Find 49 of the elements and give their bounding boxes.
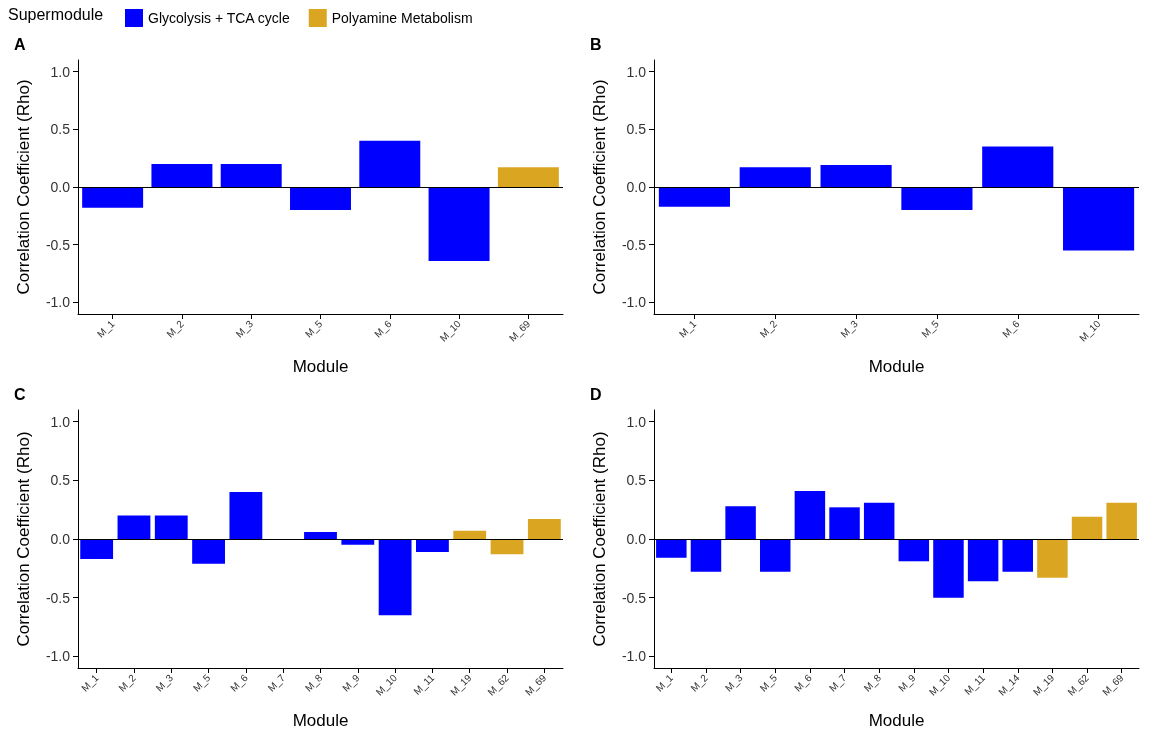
x-tick-label: M_6	[1000, 317, 1022, 340]
y-tick-label: -1.0	[45, 294, 71, 311]
y-tick-label: 0.5	[50, 472, 71, 489]
y-tick-label: 0.0	[626, 531, 647, 547]
y-tick-label: -0.5	[621, 589, 647, 606]
y-tick-label: -1.0	[45, 648, 71, 665]
y-tick-label: 1.0	[50, 413, 71, 430]
y-tick-label: 0.5	[50, 121, 71, 138]
y-tick-label: 0.0	[50, 531, 71, 547]
chart-title: B	[590, 35, 602, 53]
x-axis-title: Module	[868, 711, 925, 730]
x-tick-label: M_3	[838, 317, 861, 340]
x-tick-label: M_1	[95, 317, 117, 340]
x-tick-label: M_6	[792, 671, 815, 694]
y-tick-label: -0.5	[621, 236, 647, 253]
y-tick-label: 0.0	[626, 179, 647, 195]
y-tick-label: 1.0	[626, 413, 647, 430]
y-tick-label: -0.5	[45, 236, 71, 253]
y-tick-label: 0.5	[626, 472, 647, 489]
y-tick-label: -1.0	[621, 648, 647, 665]
x-tick-label: M_1	[79, 671, 101, 694]
x-tick-label: M_2	[688, 671, 711, 694]
y-axis-title: Correlation Coefficient (Rho)	[14, 431, 33, 647]
x-axis-title: Module	[292, 357, 349, 376]
legend-label: Polyamine Metabolism	[331, 10, 473, 26]
legend-title: Supermodule	[8, 5, 104, 23]
x-tick-label: M_6	[228, 671, 251, 694]
x-tick-label: M_1	[653, 671, 676, 694]
x-tick-label: M_1	[676, 317, 699, 340]
y-axis-title: Correlation Coefficient (Rho)	[590, 79, 609, 295]
chart-title: A	[14, 35, 26, 53]
legend-label: Glycolysis + TCA cycle	[148, 10, 290, 26]
y-axis-title: Correlation Coefficient (Rho)	[590, 431, 609, 647]
y-tick-label: -1.0	[621, 294, 647, 311]
x-tick-label: M_2	[116, 671, 139, 694]
y-tick-label: 0.0	[50, 179, 71, 195]
x-axis-title: Module	[868, 357, 925, 376]
y-tick-label: 1.0	[50, 63, 71, 80]
chart-title: D	[590, 385, 602, 403]
y-axis-title: Correlation Coefficient (Rho)	[14, 79, 33, 295]
chart-title: C	[14, 385, 26, 403]
y-tick-label: -0.5	[45, 589, 71, 606]
x-tick-label: M_2	[164, 317, 187, 340]
x-axis-title: Module	[292, 711, 349, 730]
y-tick-label: 1.0	[626, 63, 647, 80]
x-tick-label: M_9	[340, 671, 362, 694]
x-tick-label: M_6	[372, 317, 394, 340]
y-tick-label: 0.5	[626, 121, 647, 138]
x-tick-label: M_9	[896, 671, 919, 694]
